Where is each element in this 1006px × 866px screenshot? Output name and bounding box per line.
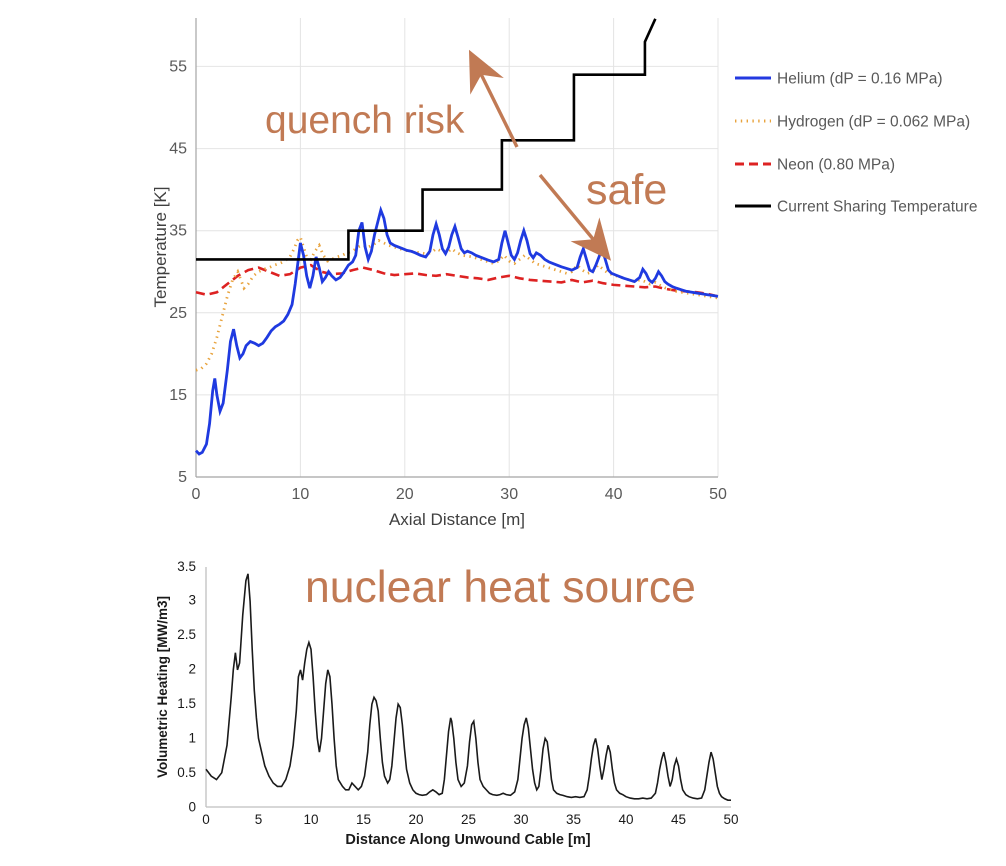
svg-text:quench risk: quench risk — [265, 99, 465, 142]
svg-text:safe: safe — [586, 166, 667, 214]
svg-text:2: 2 — [188, 662, 196, 677]
svg-text:nuclear heat source: nuclear heat source — [305, 563, 696, 612]
svg-text:Hydrogen (dP = 0.062 MPa): Hydrogen (dP = 0.062 MPa) — [777, 114, 970, 131]
svg-text:20: 20 — [408, 812, 423, 827]
svg-text:Axial Distance [m]: Axial Distance [m] — [389, 510, 525, 529]
svg-text:30: 30 — [500, 486, 518, 503]
svg-text:0: 0 — [188, 800, 196, 815]
svg-text:1.5: 1.5 — [177, 696, 196, 711]
svg-text:20: 20 — [396, 486, 414, 503]
svg-text:Neon (0.80 MPa): Neon (0.80 MPa) — [777, 157, 895, 174]
svg-text:0.5: 0.5 — [177, 765, 196, 780]
svg-text:45: 45 — [671, 812, 686, 827]
svg-text:3: 3 — [188, 593, 196, 608]
svg-text:50: 50 — [709, 486, 727, 503]
svg-text:55: 55 — [169, 58, 187, 75]
svg-text:35: 35 — [566, 812, 581, 827]
svg-text:Current Sharing Temperature: Current Sharing Temperature — [777, 199, 977, 216]
svg-text:25: 25 — [461, 812, 476, 827]
svg-text:30: 30 — [513, 812, 528, 827]
svg-text:50: 50 — [723, 812, 738, 827]
svg-text:15: 15 — [356, 812, 371, 827]
svg-text:Helium (dP = 0.16 MPa): Helium (dP = 0.16 MPa) — [777, 71, 943, 88]
svg-text:15: 15 — [169, 387, 187, 404]
svg-text:3.5: 3.5 — [177, 559, 196, 574]
svg-text:25: 25 — [169, 305, 187, 322]
svg-text:10: 10 — [292, 486, 310, 503]
svg-text:5: 5 — [255, 812, 263, 827]
svg-text:Distance Along Unwound Cable [: Distance Along Unwound Cable [m] — [345, 832, 590, 848]
svg-text:40: 40 — [618, 812, 633, 827]
svg-text:1: 1 — [188, 731, 196, 746]
svg-text:Volumetric Heating [MW/m3]: Volumetric Heating [MW/m3] — [155, 596, 170, 778]
svg-text:10: 10 — [303, 812, 318, 827]
svg-text:45: 45 — [169, 141, 187, 158]
svg-text:35: 35 — [169, 223, 187, 240]
svg-text:5: 5 — [178, 469, 187, 486]
svg-text:0: 0 — [202, 812, 210, 827]
svg-text:0: 0 — [192, 486, 201, 503]
svg-text:Temperature [K]: Temperature [K] — [151, 187, 170, 308]
svg-text:2.5: 2.5 — [177, 627, 196, 642]
svg-text:40: 40 — [605, 486, 623, 503]
